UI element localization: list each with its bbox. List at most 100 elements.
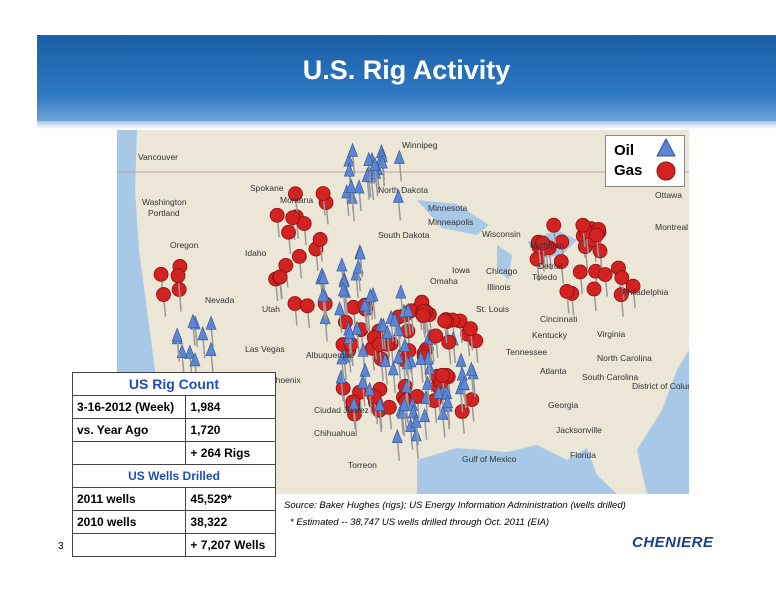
oil-pin xyxy=(348,396,360,411)
map-label: Utah xyxy=(262,304,280,314)
oil-pin xyxy=(357,342,369,357)
table-heading: US Rig Count xyxy=(72,372,276,396)
header-line xyxy=(37,121,776,129)
map-label: South Carolina xyxy=(582,372,639,382)
map-label: Oregon xyxy=(170,240,199,250)
oil-pin xyxy=(351,320,363,335)
gas-pin xyxy=(434,367,450,383)
gas-pin xyxy=(589,227,604,243)
oil-pin xyxy=(399,337,411,352)
gas-pin xyxy=(285,210,301,226)
gas-pin xyxy=(281,224,296,240)
map-label: Michigan xyxy=(530,240,564,250)
oil-pin xyxy=(176,343,188,358)
map-label: Spokane xyxy=(250,183,284,193)
map-label: Ottawa xyxy=(655,190,682,200)
oil-pin xyxy=(344,324,356,339)
cell: 1,720 xyxy=(185,418,276,442)
oil-pin xyxy=(465,361,477,376)
gas-pin xyxy=(613,287,629,303)
map-label: Wisconsin xyxy=(482,229,521,239)
oil-pin xyxy=(410,413,422,428)
oil-pin xyxy=(359,362,371,377)
legend-gas: Gas xyxy=(614,162,643,179)
oil-pin xyxy=(374,396,386,411)
oil-pin xyxy=(197,326,209,341)
oil-pin xyxy=(357,374,369,389)
cell xyxy=(71,441,187,465)
gas-pin xyxy=(269,207,285,223)
map-label: Montreal xyxy=(655,222,688,232)
oil-pin xyxy=(379,352,391,367)
map-label: Portland xyxy=(148,208,180,218)
oil-pin xyxy=(395,284,407,299)
legend: Oil Gas xyxy=(605,135,685,187)
gas-pin xyxy=(546,217,562,233)
oil-pin xyxy=(364,381,376,396)
legend-icons xyxy=(656,137,676,181)
gas-pin xyxy=(288,186,303,202)
map-label: Florida xyxy=(570,450,596,460)
map-label: Las Vegas xyxy=(245,344,285,354)
map-label: Nevada xyxy=(205,295,235,305)
oil-pin xyxy=(389,312,401,327)
oil-pin xyxy=(189,352,201,367)
map-label: Jacksonville xyxy=(556,425,602,435)
map-label: Gulf of Mexico xyxy=(462,454,517,464)
cell: 1,984 xyxy=(185,395,276,419)
map-label: Idaho xyxy=(245,248,267,258)
legend-oil: Oil xyxy=(614,142,635,159)
gas-pin xyxy=(381,399,397,415)
oil-pin xyxy=(171,327,183,342)
oil-pin xyxy=(392,188,404,203)
map-label: Montana xyxy=(280,195,313,205)
map-label: South Dakota xyxy=(378,230,430,240)
map-labels: Vancouver Washington Spokane Portland Oregon… xyxy=(138,140,689,470)
gas-pin xyxy=(415,308,431,324)
map-label: Washington xyxy=(142,197,187,207)
oil-pin xyxy=(363,151,375,166)
page-number: 3 xyxy=(58,541,64,552)
gas-pin xyxy=(437,313,453,329)
oil-pin xyxy=(354,245,366,260)
map-label: Omaha xyxy=(430,276,458,286)
cell: 3-16-2012 (Week) xyxy=(71,395,187,419)
map-label: District of Columbia xyxy=(632,381,689,391)
gas-pin xyxy=(291,249,307,264)
oil-pin xyxy=(318,269,329,285)
oil-pin xyxy=(317,287,329,302)
oil-pin xyxy=(421,375,433,390)
oil-pin xyxy=(393,349,404,364)
oil-pin xyxy=(381,324,393,340)
cell: + 7,207 Wells xyxy=(185,533,276,557)
gas-pin xyxy=(586,281,602,297)
source: Source: Baker Hughes (rigs); US Energy I… xyxy=(284,500,626,511)
map-label: Atlanta xyxy=(540,366,567,376)
gas-pin xyxy=(614,270,630,285)
cell: 38,322 xyxy=(185,510,276,534)
oil-pin xyxy=(376,154,388,169)
oil-pin xyxy=(353,179,365,194)
map-label: Philadelphia xyxy=(622,287,669,297)
pins xyxy=(153,142,641,461)
map-label: Detroit xyxy=(538,261,564,271)
gas-pin xyxy=(170,268,186,284)
gas-pin xyxy=(572,264,588,280)
map-label: Illinois xyxy=(487,282,511,292)
gas-pin xyxy=(441,334,457,350)
map-label: Winnipeg xyxy=(402,140,438,150)
rig-table: US Rig Count 3-16-2012 (Week) 1,984 vs. Y… xyxy=(71,372,276,557)
gas-pin xyxy=(575,217,591,233)
map-label: Minneapolis xyxy=(428,217,473,227)
map-label: Toledo xyxy=(532,272,557,282)
map-label: North Carolina xyxy=(597,353,652,363)
map-label: Albuquerque xyxy=(306,350,354,360)
gas-pin xyxy=(464,392,480,408)
oil-pin xyxy=(345,178,357,193)
oil-pin xyxy=(336,350,348,365)
cell: 2010 wells xyxy=(71,510,187,534)
gas-icon xyxy=(656,161,676,181)
map-label: Vancouver xyxy=(138,152,178,162)
oil-pin xyxy=(343,162,355,177)
gas-pin xyxy=(428,328,444,344)
